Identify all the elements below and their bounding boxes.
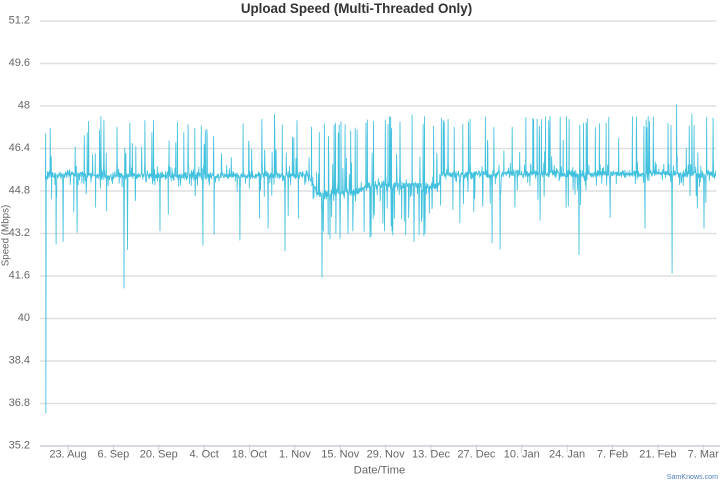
svg-text:20. Sep: 20. Sep	[140, 448, 178, 460]
svg-text:1. Nov: 1. Nov	[279, 448, 311, 460]
svg-text:Upload Speed (Multi-Threaded O: Upload Speed (Multi-Threaded Only)	[241, 1, 472, 16]
svg-text:10. Jan: 10. Jan	[504, 448, 540, 460]
svg-text:49.6: 49.6	[9, 57, 30, 69]
svg-text:40: 40	[18, 312, 30, 324]
svg-text:29. Nov: 29. Nov	[367, 448, 405, 460]
svg-text:21. Feb: 21. Feb	[639, 448, 676, 460]
svg-text:27. Dec: 27. Dec	[457, 448, 495, 460]
svg-text:Date/Time: Date/Time	[354, 465, 406, 477]
svg-text:23. Aug: 23. Aug	[49, 448, 86, 460]
svg-text:48: 48	[18, 100, 30, 112]
svg-text:7. Feb: 7. Feb	[597, 448, 628, 460]
svg-text:43.2: 43.2	[9, 227, 30, 239]
svg-text:Speed (Mbps): Speed (Mbps)	[1, 205, 12, 267]
svg-text:15. Nov: 15. Nov	[321, 448, 359, 460]
svg-text:6. Sep: 6. Sep	[97, 448, 129, 460]
svg-text:36.8: 36.8	[9, 397, 30, 409]
svg-text:24. Jan: 24. Jan	[549, 448, 585, 460]
svg-text:46.4: 46.4	[9, 142, 30, 154]
svg-text:38.4: 38.4	[9, 355, 30, 367]
svg-text:SamKnows.com: SamKnows.com	[667, 473, 718, 480]
svg-text:7. Mar: 7. Mar	[688, 448, 720, 460]
svg-text:13. Dec: 13. Dec	[412, 448, 450, 460]
svg-text:41.6: 41.6	[9, 270, 30, 282]
svg-text:4. Oct: 4. Oct	[189, 448, 218, 460]
svg-text:44.8: 44.8	[9, 185, 30, 197]
svg-text:18. Oct: 18. Oct	[232, 448, 267, 460]
svg-text:51.2: 51.2	[9, 15, 30, 27]
svg-text:35.2: 35.2	[9, 440, 30, 452]
